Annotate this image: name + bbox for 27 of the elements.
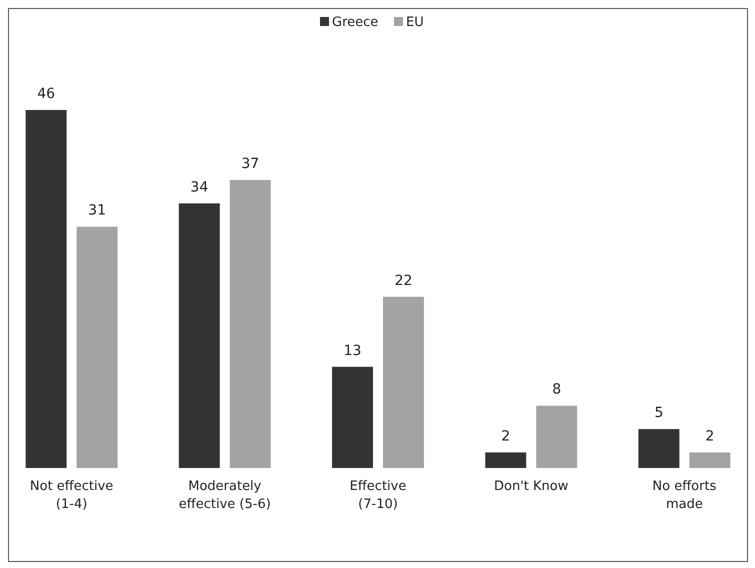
data-label: 13 [344,342,362,359]
x-tick-label: No efforts made [652,479,717,512]
bar [689,452,730,468]
data-label: 2 [705,428,714,444]
data-label: 5 [654,405,664,422]
x-tick-label: Moderately effective (5-6) [178,479,271,512]
bar [76,226,118,468]
data-label: 2 [501,428,510,444]
data-label: 22 [394,272,412,289]
bar [26,110,67,468]
data-label: 34 [190,179,208,196]
data-label: 46 [37,86,56,102]
data-label: 8 [552,382,562,398]
bar [638,429,680,468]
data-label: 37 [241,156,260,172]
x-tick-label: Effective (7-10) [350,479,406,512]
legend-label: Greece [332,15,378,30]
legend-label: EU [406,15,424,30]
bar [383,296,424,468]
data-label: 31 [88,202,106,219]
bar [332,366,373,468]
x-tick-label: Don't Know [494,479,569,494]
bar [485,452,526,468]
bar [230,180,271,468]
x-tick-label: Not effective (1-4) [30,479,114,512]
bar [536,406,578,468]
bar [178,203,220,468]
